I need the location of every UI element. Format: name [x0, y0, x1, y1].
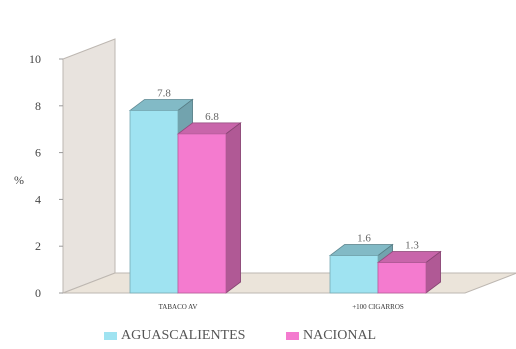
y-tick-label: 8 — [35, 99, 41, 113]
x-category-label: TABACO AV — [159, 303, 198, 311]
y-axis-label: % — [14, 173, 24, 187]
legend-item-aguascalientes: AGUASCALIENTES — [104, 328, 245, 344]
bar — [329, 255, 379, 294]
y-tick-label: 2 — [35, 239, 41, 253]
legend-swatch-aguascalientes — [104, 331, 117, 340]
x-category-label: +100 CIGARROS — [352, 303, 404, 311]
legend: AGUASCALIENTES NACIONAL — [0, 328, 516, 348]
bar — [377, 262, 427, 294]
bar-value-label: 6.8 — [205, 111, 219, 123]
y-tick-label: 6 — [35, 146, 41, 160]
legend-label-aguascalientes: AGUASCALIENTES — [121, 328, 246, 343]
bar — [129, 110, 179, 294]
y-tick-label: 10 — [29, 52, 41, 66]
legend-swatch-nacional — [286, 331, 299, 340]
legend-item-nacional: NACIONAL — [286, 328, 376, 344]
bar-value-label: 1.3 — [405, 240, 419, 252]
legend-label-nacional: NACIONAL — [303, 328, 377, 343]
chart-back-wall — [62, 38, 116, 294]
bar-value-label: 1.6 — [357, 233, 371, 245]
y-tick-label: 4 — [35, 192, 41, 206]
bar-side — [225, 122, 241, 294]
bar — [177, 133, 227, 294]
bar-value-label: 7.8 — [157, 87, 171, 99]
y-tick-label: 0 — [35, 286, 41, 300]
